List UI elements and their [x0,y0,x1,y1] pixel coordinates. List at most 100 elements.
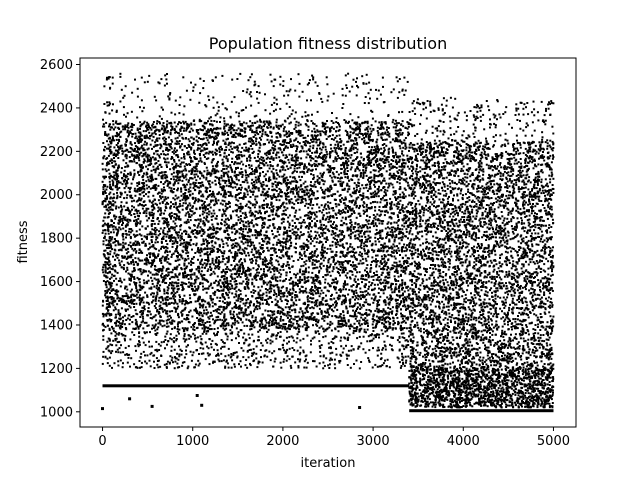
data-point [183,153,185,156]
data-point [256,126,259,129]
data-point [371,138,374,141]
data-point [209,311,212,314]
data-point [349,277,352,280]
data-point [372,128,375,131]
data-point [302,242,305,245]
data-point [285,165,288,168]
data-point [137,147,140,150]
data-point [115,240,117,242]
data-point [308,300,311,303]
data-point [207,228,210,231]
data-point [174,274,177,277]
data-point [146,160,149,163]
data-point [396,202,399,205]
data-point [203,156,206,158]
data-point [392,126,395,129]
data-point [382,313,385,316]
data-point [104,145,107,148]
data-point [120,213,123,216]
data-point [256,201,258,204]
data-point [342,314,345,317]
data-point [378,287,380,290]
data-point [244,179,247,182]
data-point [261,133,264,136]
data-point [195,165,198,168]
data-point [304,180,307,183]
data-point [178,179,181,182]
data-point [314,197,317,200]
data-point [395,265,398,268]
data-point [150,262,153,265]
data-point [130,143,133,146]
data-point [328,211,331,214]
data-point [167,149,170,152]
data-point [110,231,112,234]
data-point [224,231,227,234]
data-point [239,184,242,186]
data-point [376,319,379,322]
data-point [339,255,342,258]
data-point [246,280,248,283]
data-point [393,255,396,258]
data-point [129,186,132,189]
data-point [313,151,316,154]
data-point [231,307,234,310]
data-point [284,195,287,198]
data-point [254,320,257,323]
data-point [199,150,202,153]
data-point [179,165,182,168]
data-point [378,303,381,306]
data-point [276,304,279,307]
data-point [383,146,386,149]
data-point [395,139,397,141]
data-point [301,318,304,321]
data-point [268,238,271,241]
data-point [287,216,290,219]
data-point [165,319,168,322]
data-point [231,135,234,138]
data-point [174,151,177,153]
data-point [249,273,252,276]
data-point [345,254,348,257]
data-point [120,130,123,133]
data-point [347,320,350,323]
data-point [179,145,182,148]
data-point [227,236,230,239]
data-point [116,191,118,194]
data-point [386,233,388,235]
data-point [115,205,118,208]
data-point [156,149,159,152]
data-point [303,191,306,194]
data-point [212,225,215,228]
data-point [320,301,323,303]
data-point [387,320,390,323]
data-point [386,158,389,161]
data-point [279,298,282,301]
data-point [129,141,132,144]
data-point [198,251,200,254]
data-point [301,188,304,191]
data-point [280,324,283,327]
data-point [199,184,202,187]
data-point [134,223,137,226]
data-point [315,197,318,200]
data-point [287,195,290,198]
data-point [329,201,332,204]
data-point [184,248,187,251]
data-point [166,289,169,292]
data-point [347,164,350,167]
data-point [153,326,156,329]
data-point [128,277,131,280]
data-point [304,123,307,126]
data-point [342,288,345,291]
data-point [110,290,113,292]
data-point [313,217,316,220]
data-point [109,197,112,200]
data-point [165,164,168,167]
data-point [392,186,395,189]
data-point [134,309,137,312]
data-point [404,272,407,275]
data-point [201,144,204,147]
data-point [244,241,247,244]
data-point [176,242,179,245]
